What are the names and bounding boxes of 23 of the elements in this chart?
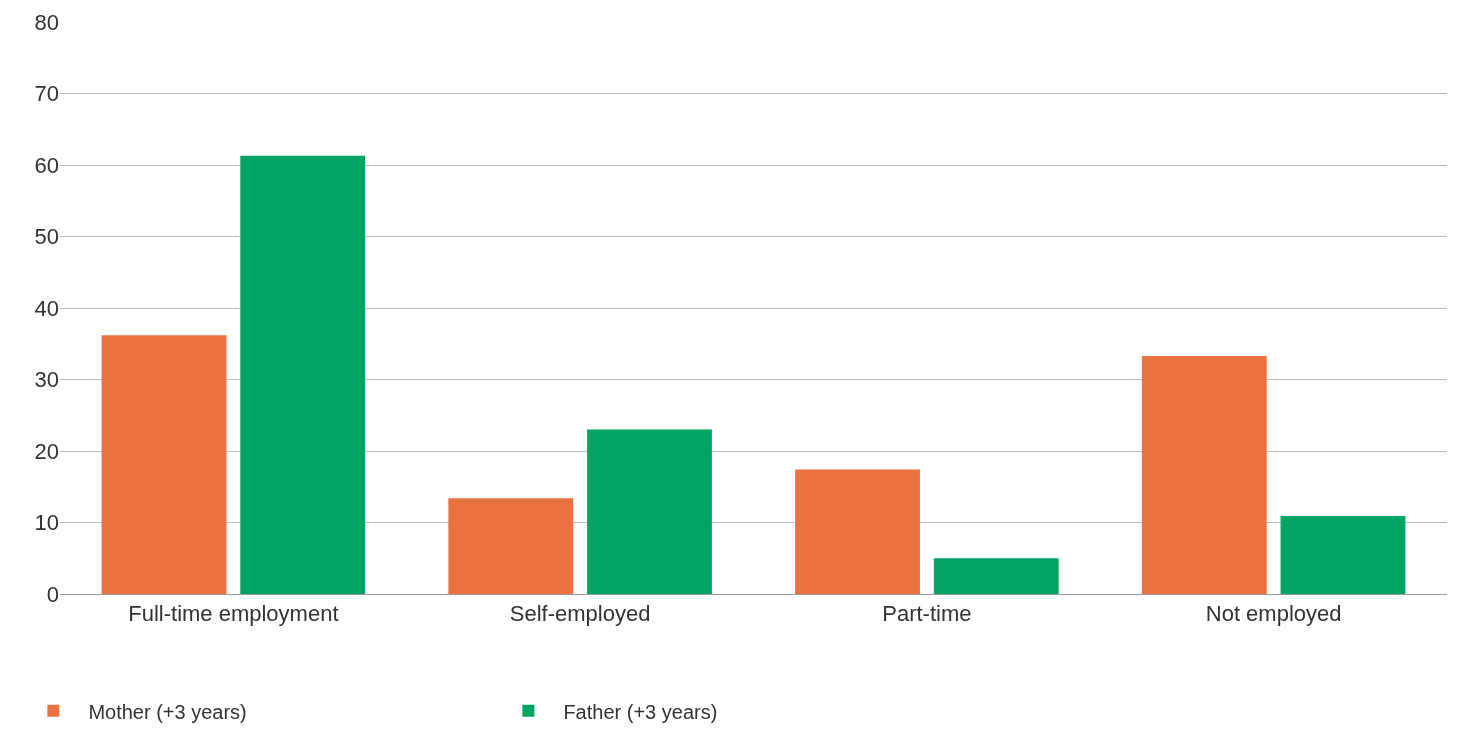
bar xyxy=(448,498,574,594)
y-tick-label: 30 xyxy=(34,367,59,393)
y-tick-label: 50 xyxy=(34,224,59,250)
x-tick-label: Self-employed xyxy=(509,601,651,627)
bar xyxy=(587,429,712,594)
bar xyxy=(1141,355,1267,594)
y-tick-label: 10 xyxy=(34,510,59,536)
legend-label: Father (+3 years) xyxy=(563,700,718,723)
bar xyxy=(240,155,366,594)
y-tick-label: 20 xyxy=(34,438,59,464)
bar xyxy=(933,558,1059,594)
y-tick-label: 60 xyxy=(34,152,59,178)
legend-label: Mother (+3 years) xyxy=(88,700,247,723)
bar xyxy=(1280,516,1406,594)
y-tick-label: 70 xyxy=(34,81,59,107)
bar xyxy=(101,335,227,594)
x-tick-label: Not employed xyxy=(1205,601,1342,627)
x-tick-label: Part-time xyxy=(882,601,972,627)
bar xyxy=(795,469,920,594)
y-tick-label: 40 xyxy=(34,295,59,321)
y-tick-label: 80 xyxy=(34,9,59,35)
x-tick-label: Full-time employment xyxy=(128,601,339,627)
y-tick-label: 0 xyxy=(46,581,59,607)
